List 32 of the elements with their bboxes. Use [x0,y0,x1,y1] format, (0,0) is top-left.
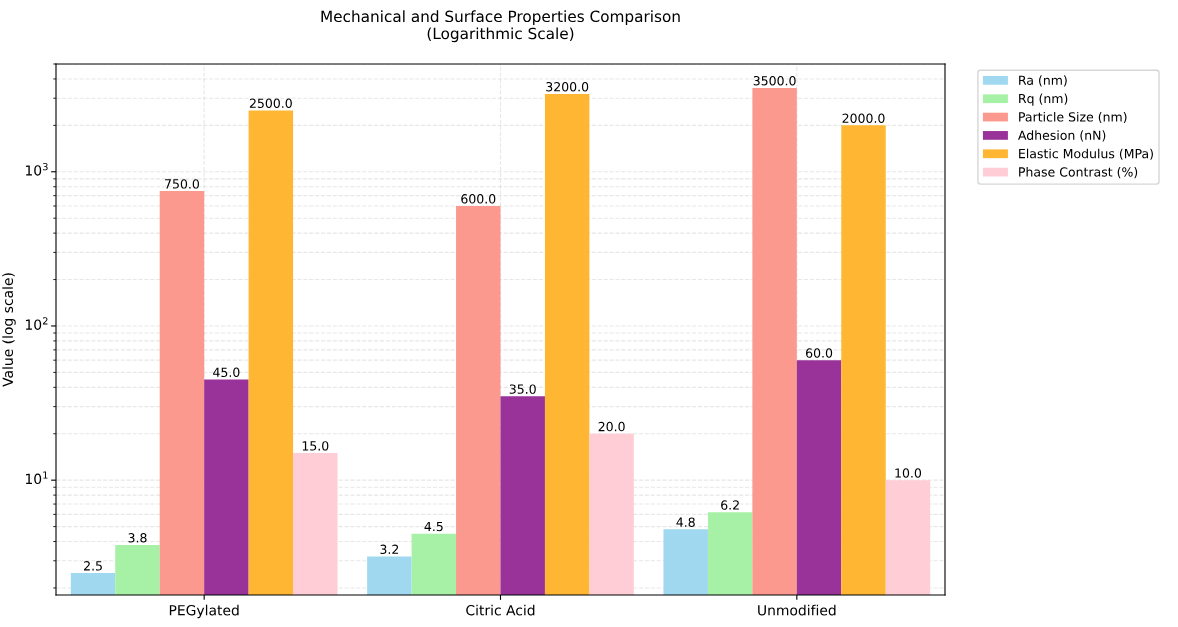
data-label: 2500.0 [249,98,292,108]
data-label: 10.0 [895,468,922,478]
x-tick-label: Unmodified [758,604,836,616]
data-label: 45.0 [213,367,240,378]
x-tick-label: Citric Acid [466,604,535,616]
legend-label: Rq (nm) [1019,93,1068,106]
data-label: 20.0 [598,421,625,432]
legend-label: Phase Contrast (%) [1019,166,1138,179]
data-label: 4.5 [424,521,443,532]
data-label: 60.0 [806,348,833,358]
data-label: 750.0 [165,179,199,189]
data-label: 6.2 [721,500,739,510]
data-label: 3.2 [380,544,399,555]
legend-label: Adhesion (nN) [1018,130,1106,142]
y-tick-label: 10$^{1}$ [25,471,48,485]
data-label: 3.8 [128,533,147,543]
data-label: 3500.0 [753,76,796,86]
y-tick-label: 10$^{3}$ [25,162,48,176]
legend-label: Elastic Modulus (MPa) [1019,148,1153,160]
data-label: 600.0 [461,194,496,204]
data-label: 3200.0 [546,82,589,92]
y-tick-label: 10$^{2}$ [25,317,48,330]
x-tick-label: PEGylated [169,604,239,619]
y-axis-title: Value (log scale) [2,273,16,387]
data-label: 2000.0 [842,113,885,123]
legend-label: Ra (nm) [1019,75,1067,87]
data-label: 35.0 [509,384,536,394]
data-label: 2.5 [84,561,102,571]
chart-title: Mechanical and Surface Properties Comparison (Logarithmic Scale) [321,10,680,43]
legend-label: Particle Size (nm) [1019,111,1127,124]
data-label: 4.8 [676,517,695,527]
data-label: 15.0 [302,441,329,451]
